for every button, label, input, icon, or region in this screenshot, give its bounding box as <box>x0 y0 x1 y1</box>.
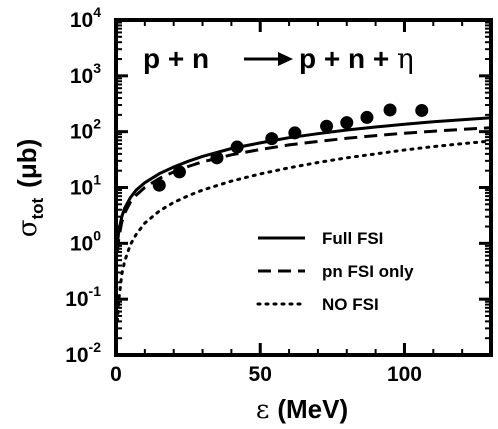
model-curves <box>115 116 493 323</box>
x-axis-title: ε (MeV) <box>256 394 348 425</box>
curve-full-fsi <box>115 116 492 244</box>
reaction-final-state: p + n + η <box>299 42 414 75</box>
data-point <box>383 103 397 117</box>
y-tick-label: 103 <box>70 60 101 88</box>
data-point <box>152 178 166 192</box>
data-point <box>415 103 429 117</box>
y-tick-label: 10-2 <box>65 339 101 367</box>
reaction-initial-state: p + n <box>143 43 209 74</box>
data-points <box>152 103 429 192</box>
legend-label-pn-fsi-only: pn FSI only <box>322 262 414 281</box>
x-axis-ticks: 0 50 100 <box>110 20 464 386</box>
data-point <box>172 165 186 179</box>
y-tick-label: 102 <box>70 116 101 144</box>
data-point <box>340 116 354 130</box>
y-axis-title: σtot(μb) <box>12 139 47 238</box>
data-point <box>360 110 374 124</box>
y-tick-label: 104 <box>70 4 101 32</box>
legend-label-full-fsi: Full FSI <box>322 229 383 248</box>
curve-pn-fsi-only <box>115 126 492 253</box>
data-point <box>265 132 279 146</box>
curve-no-fsi <box>115 139 493 323</box>
reaction-arrow-head <box>278 52 293 66</box>
x-tick-label: 0 <box>110 363 122 386</box>
reaction-label: p + n p + n + η <box>143 42 414 75</box>
data-point <box>230 140 244 154</box>
x-tick-label: 50 <box>249 363 272 386</box>
y-tick-label: 100 <box>70 227 101 255</box>
y-axis-ticks: 10-2 10-1 100 101 102 103 104 <box>65 4 491 367</box>
legend-label-no-fsi: NO FSI <box>322 295 379 314</box>
data-point <box>288 126 302 140</box>
eta-symbol: η <box>397 42 414 75</box>
y-tick-label: 101 <box>70 172 101 200</box>
legend: Full FSI pn FSI only NO FSI <box>256 229 414 314</box>
data-point <box>320 119 334 133</box>
data-point <box>210 151 224 165</box>
x-tick-label: 100 <box>387 363 422 386</box>
y-tick-label: 10-1 <box>65 283 101 311</box>
